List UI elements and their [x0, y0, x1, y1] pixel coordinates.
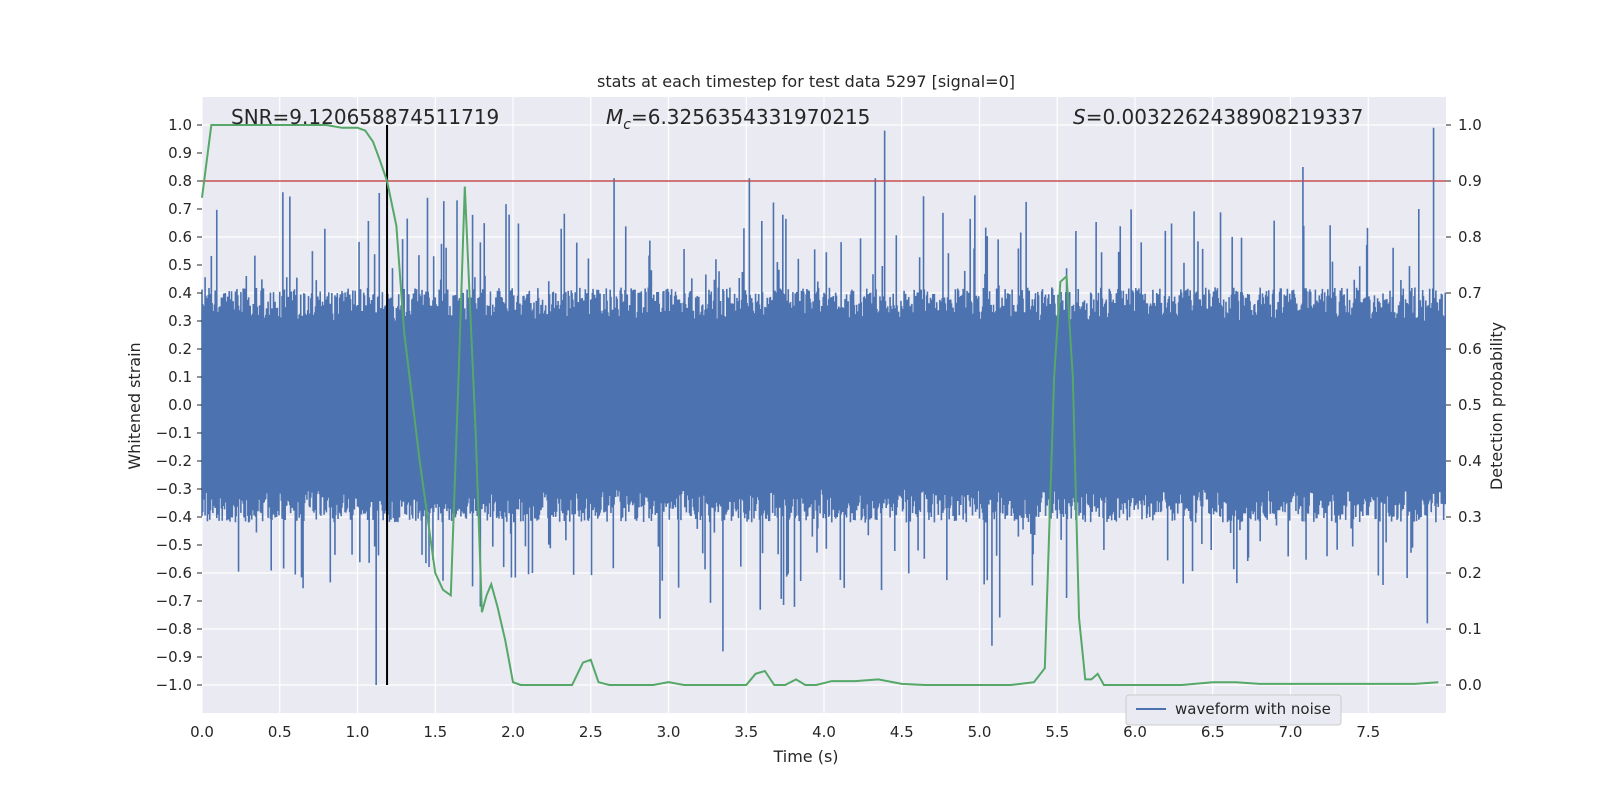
- y-tick-label: 0.6: [168, 228, 192, 246]
- y-tick-label: −0.5: [156, 536, 192, 554]
- y-tick-label: 0.4: [168, 284, 192, 302]
- y2-tick-label: 0.8: [1458, 228, 1482, 246]
- y-axis-ticks-right: 1.0 0.9 0.8 0.7 0.6 0.5 0.4 0.3 0.2 0.1 0.0: [1446, 116, 1482, 694]
- x-tick-label: 1.5: [423, 723, 447, 741]
- y2-tick-label: 0.5: [1458, 396, 1482, 414]
- s-value: =0.0032262438908219337: [1086, 105, 1364, 129]
- x-tick-label: 4.0: [812, 723, 836, 741]
- x-tick-label: 6.5: [1201, 723, 1225, 741]
- waveform-path: [201, 127, 1447, 685]
- x-tick-label: 0.0: [190, 723, 214, 741]
- y-tick-label: −0.9: [156, 648, 192, 666]
- y-tick-label: −0.7: [156, 592, 192, 610]
- y2-tick-label: 0.6: [1458, 340, 1482, 358]
- x-tick-label: 0.5: [268, 723, 292, 741]
- y2-tick-label: 0.1: [1458, 620, 1482, 638]
- x-axis-label: Time (s): [772, 747, 838, 766]
- detection-probability-line: [201, 124, 1439, 686]
- s-symbol: S: [1073, 105, 1086, 129]
- x-tick-label: 1.0: [346, 723, 370, 741]
- y-tick-label: −0.3: [156, 480, 192, 498]
- y-tick-label: 0.1: [168, 368, 192, 386]
- y-axis-label-left: Whitened strain: [125, 342, 144, 469]
- x-tick-label: 7.0: [1279, 723, 1303, 741]
- y-tick-label: −0.1: [156, 424, 192, 442]
- x-axis-ticks: 0.0 0.5 1.0 1.5 2.0 2.5 3.0 3.5 4.0 4.5 5.0 5.5 6.0 6…: [190, 723, 1380, 741]
- x-tick-label: 2.0: [501, 723, 525, 741]
- y2-tick-label: 0.3: [1458, 508, 1482, 526]
- s-annotation: S=0.0032262438908219337: [1073, 105, 1363, 129]
- mc-value: =6.3256354331970215: [631, 105, 870, 129]
- y-axis-ticks-left: 1.0 0.9 0.8 0.7 0.6 0.5 0.4 0.3 0.2 0.1 0.0 −0.1 −0.…: [156, 116, 202, 694]
- y-tick-label: −0.2: [156, 452, 192, 470]
- y-tick-label: −0.8: [156, 620, 192, 638]
- legend: waveform with noise: [1125, 694, 1342, 726]
- chart-title: stats at each timestep for test data 529…: [597, 72, 1015, 91]
- y-tick-label: 0.9: [168, 144, 192, 162]
- x-tick-label: 7.5: [1356, 723, 1380, 741]
- chirp-mass-annotation: Mc=6.3256354331970215: [606, 105, 870, 133]
- x-tick-label: 5.0: [968, 723, 992, 741]
- y-tick-label: −0.4: [156, 508, 192, 526]
- legend-label: waveform with noise: [1175, 700, 1331, 718]
- x-tick-label: 6.0: [1123, 723, 1147, 741]
- mc-subscript: c: [623, 117, 631, 133]
- y2-tick-label: 1.0: [1458, 116, 1482, 134]
- x-tick-label: 4.5: [890, 723, 914, 741]
- x-tick-label: 3.0: [657, 723, 681, 741]
- y-tick-label: −1.0: [156, 676, 192, 694]
- y2-tick-label: 0.0: [1458, 676, 1482, 694]
- legend-box: [1125, 694, 1342, 726]
- y-tick-label: −0.6: [156, 564, 192, 582]
- y2-tick-label: 0.9: [1458, 172, 1482, 190]
- y2-tick-label: 0.7: [1458, 284, 1482, 302]
- y-tick-label: 0.2: [168, 340, 192, 358]
- y-tick-label: 0.0: [168, 396, 192, 414]
- y-tick-label: 1.0: [168, 116, 192, 134]
- y-tick-label: 0.7: [168, 200, 192, 218]
- x-tick-label: 3.5: [734, 723, 758, 741]
- x-tick-label: 2.5: [579, 723, 603, 741]
- y2-tick-label: 0.2: [1458, 564, 1482, 582]
- mc-symbol: M: [606, 105, 623, 129]
- y-tick-label: 0.3: [168, 312, 192, 330]
- x-tick-label: 5.5: [1045, 723, 1069, 741]
- y2-tick-label: 0.4: [1458, 452, 1482, 470]
- y-tick-label: 0.8: [168, 172, 192, 190]
- y-tick-label: 0.5: [168, 256, 192, 274]
- waveform-series: [201, 127, 1447, 685]
- y-axis-label-right: Detection probability: [1487, 322, 1506, 490]
- snr-annotation: SNR=9.120658874511719: [231, 105, 499, 129]
